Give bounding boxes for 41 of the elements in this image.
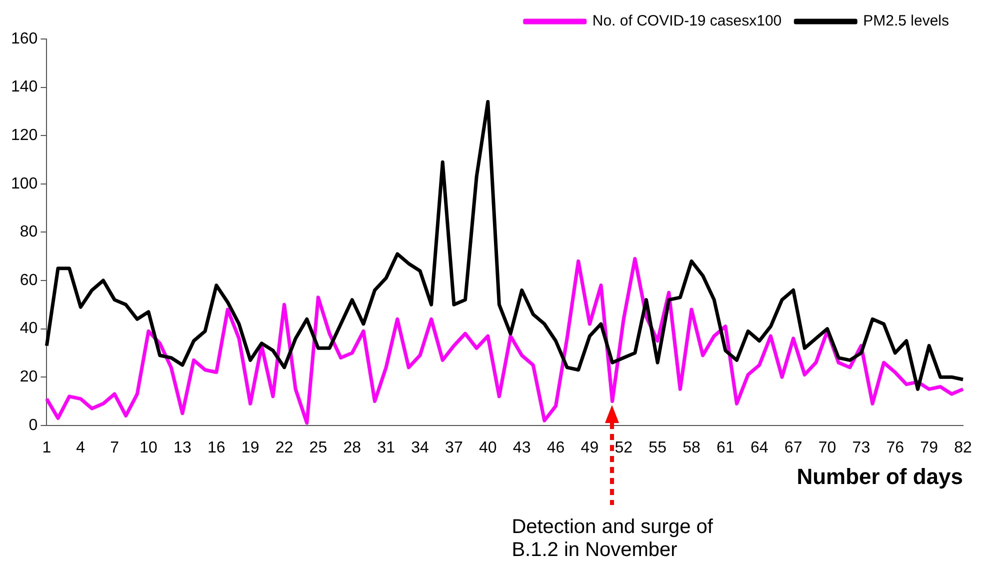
y-tick-label: 140: [10, 78, 38, 96]
y-tick-label: 40: [20, 320, 38, 338]
x-tick-label: 43: [512, 439, 531, 456]
x-tick-label: 22: [275, 439, 294, 456]
x-tick-label: 67: [784, 439, 802, 456]
x-tick-label: 28: [343, 439, 362, 456]
text: Detection and surge of B.1.2 in November: [512, 516, 713, 562]
x-tick-label: 82: [954, 439, 972, 456]
x-tick-label: 37: [445, 439, 463, 456]
x-tick-label: 25: [309, 439, 328, 456]
x-tick-label: 61: [716, 439, 734, 456]
x-tick-label: 16: [207, 439, 226, 456]
x-axis-title: Number of days: [796, 464, 963, 489]
x-tick-label: 1: [42, 439, 52, 456]
x-tick-label: 70: [818, 439, 836, 456]
x-tick-label: 76: [886, 439, 904, 456]
x-tick-label: 34: [411, 439, 430, 456]
x-tick-label: 4: [76, 439, 86, 456]
x-tick-label: 40: [478, 439, 497, 456]
x-tick-label: 31: [377, 439, 396, 456]
y-tick-label: 100: [10, 175, 38, 192]
x-tick-label: 49: [580, 439, 599, 456]
legend-label: PM2.5 levels: [863, 12, 950, 30]
y-tick-label: 120: [10, 127, 38, 144]
y-tick-label: 20: [20, 368, 38, 386]
x-tick-label: 19: [241, 439, 260, 456]
x-tick-label: 7: [110, 439, 120, 456]
x-tick-label: 13: [174, 439, 192, 456]
x-tick-label: 55: [648, 439, 667, 456]
x-tick-label: 10: [140, 439, 158, 456]
x-tick-label: 58: [682, 439, 700, 456]
legend-label: No. of COVID-19 casesx100: [592, 12, 782, 30]
x-tick-label: 46: [546, 439, 565, 456]
x-tick-label: 64: [750, 439, 768, 456]
y-tick-label: 80: [20, 224, 38, 241]
y-tick-label: 160: [10, 30, 38, 48]
y-tick-label: 0: [28, 416, 38, 434]
x-tick-label: 79: [920, 439, 938, 456]
x-tick-label: 73: [852, 439, 870, 456]
y-tick-label: 60: [20, 272, 38, 289]
x-tick-label: 52: [614, 439, 633, 456]
